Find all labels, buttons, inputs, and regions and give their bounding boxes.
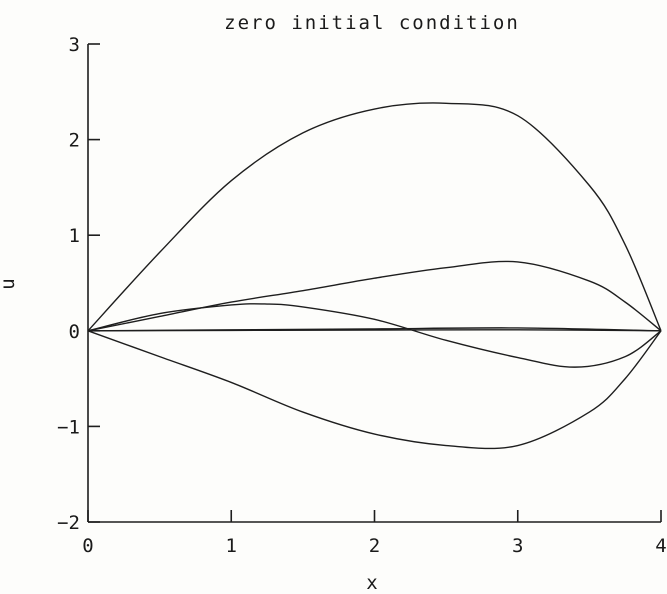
y-tick-label: 0	[69, 321, 80, 343]
x-tick-label: 0	[82, 535, 93, 557]
series-line-3	[87, 303, 662, 368]
series-line-2	[87, 260, 662, 332]
series-line-1	[87, 102, 662, 332]
chart-title: zero initial condition	[224, 12, 520, 34]
x-axis-label: x	[366, 572, 377, 594]
y-tick-label: −2	[57, 512, 80, 534]
y-tick-label: 2	[69, 130, 80, 152]
y-tick-label: 1	[69, 225, 80, 247]
x-tick-label: 3	[512, 535, 523, 557]
series-line-6	[87, 330, 662, 450]
x-tick-label: 1	[226, 535, 237, 557]
y-tick-label: −1	[57, 416, 80, 438]
x-tick-label: 4	[655, 535, 666, 557]
series-line-5	[87, 329, 662, 332]
y-axis-label: u	[0, 278, 19, 289]
x-tick-label: 2	[369, 535, 380, 557]
y-tick-label: 3	[69, 34, 80, 56]
